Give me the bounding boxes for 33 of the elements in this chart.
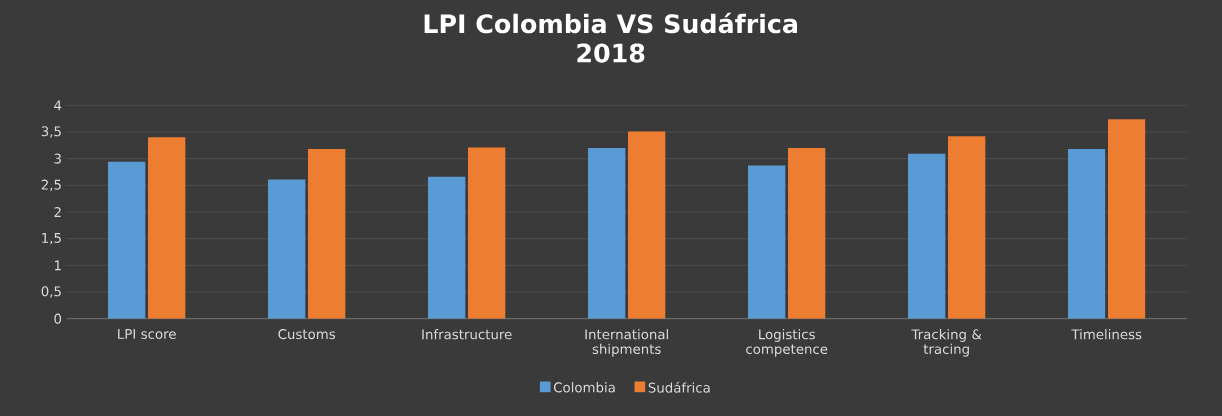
y-tick-label: 3,5 [41, 126, 61, 138]
bar [1107, 119, 1146, 319]
y-tick-label: 2 [54, 207, 61, 217]
x-tick-label: Customs [278, 329, 336, 340]
x-tick-label: Tracking & tracing [911, 329, 982, 357]
x-tick-label: Timeliness [1071, 329, 1142, 340]
bar [748, 165, 786, 319]
bar [908, 153, 946, 319]
x-tick-label: LPI score [118, 329, 176, 339]
bar [948, 136, 986, 319]
bar [1068, 149, 1106, 319]
bar [268, 179, 306, 319]
bar [308, 149, 346, 319]
x-tick-label: Infrastructure [422, 329, 512, 340]
chart-title: LPI Colombia VS Sudáfrica 2018 [424, 12, 798, 63]
bar [468, 147, 506, 319]
bar [628, 131, 666, 319]
legend-label: Sudáfrica [648, 381, 710, 393]
bar [108, 161, 146, 319]
y-tick-label: 3 [54, 153, 61, 164]
y-tick-label: 1 [54, 260, 61, 271]
bar [788, 147, 826, 319]
bar [588, 147, 626, 319]
y-tick-label: 2,5 [41, 179, 61, 192]
bar [428, 176, 466, 319]
y-tick-label: 0 [54, 313, 62, 324]
x-tick-label: International shipments [585, 329, 668, 357]
y-tick-label: 1,5 [42, 233, 61, 245]
bar [148, 137, 186, 319]
y-tick-label: 0,5 [41, 286, 61, 298]
x-tick-label: Logistics competence [746, 329, 828, 357]
legend-label: Colombia [553, 382, 615, 393]
y-tick-label: 4 [54, 100, 62, 111]
